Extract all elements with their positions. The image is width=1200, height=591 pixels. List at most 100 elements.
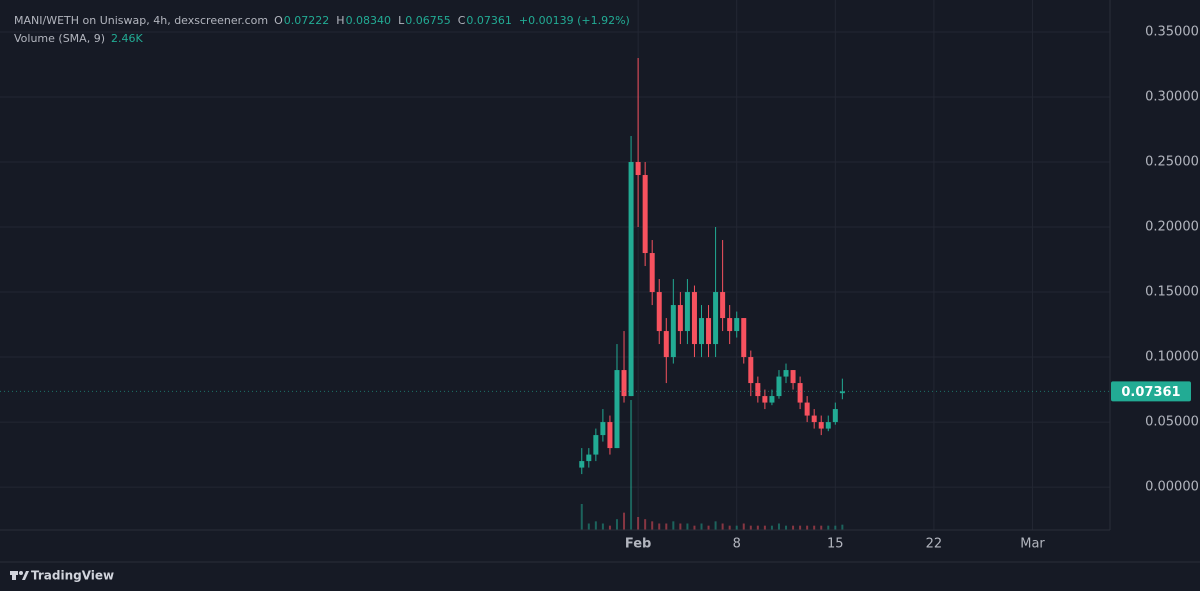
candle-body xyxy=(593,435,599,455)
grid xyxy=(0,0,1110,530)
candle-body xyxy=(734,318,740,332)
brand: TradingView xyxy=(31,569,114,583)
volume-bar xyxy=(672,521,675,530)
volume-bar xyxy=(714,521,717,530)
candle-body xyxy=(825,422,831,429)
y-tick-label: 0.00000 xyxy=(1145,480,1199,495)
candle-body xyxy=(614,370,620,449)
x-tick-label: Mar xyxy=(1020,537,1045,552)
volume-bar xyxy=(728,525,731,530)
candle-body xyxy=(790,370,796,384)
volume-bar xyxy=(841,524,844,530)
volume-bar xyxy=(735,525,738,530)
x-tick-label: 15 xyxy=(827,537,844,552)
volume-bar xyxy=(827,525,830,530)
volume-bar xyxy=(679,523,682,530)
y-tick-label: 0.10000 xyxy=(1145,350,1199,365)
candle-body xyxy=(783,370,789,377)
ohlc-key: C xyxy=(458,14,466,27)
volume-bar xyxy=(770,525,773,530)
y-tick-label: 0.05000 xyxy=(1145,415,1199,430)
ohlc-key: O xyxy=(274,14,283,27)
candle-body xyxy=(741,318,747,358)
volume-bar xyxy=(742,523,745,530)
candle-body xyxy=(586,454,592,462)
x-tick-label: Feb xyxy=(625,537,651,552)
y-tick-label: 0.15000 xyxy=(1145,285,1199,300)
candle-body xyxy=(748,357,754,384)
ohlc-key: H xyxy=(336,14,344,27)
volume-bar xyxy=(630,400,633,530)
volume-bar xyxy=(700,523,703,530)
volume-bar xyxy=(721,523,724,530)
volume-bar xyxy=(799,525,802,530)
volume-bar xyxy=(665,523,668,530)
candle-body xyxy=(698,318,704,345)
candle-body xyxy=(727,318,733,332)
marks xyxy=(579,57,845,530)
symbol: MANI/WETH on Uniswap, 4h, dexscreener.co… xyxy=(14,14,268,27)
x-tick-label: 8 xyxy=(733,537,741,552)
candle-body xyxy=(713,292,719,345)
candle-body xyxy=(811,415,817,423)
candle-body xyxy=(762,396,768,403)
candle-body xyxy=(600,422,606,436)
candle-body xyxy=(628,162,634,397)
candle-body xyxy=(677,305,683,332)
candle-body xyxy=(642,175,648,254)
volume-value: 2.46K xyxy=(111,32,143,45)
candle-body xyxy=(691,292,697,345)
candle-body xyxy=(832,409,838,423)
candle-body xyxy=(635,162,641,176)
candle-body xyxy=(649,253,655,293)
ohlc-value: 0.06755 xyxy=(405,14,451,27)
candle-body xyxy=(755,383,761,397)
volume-bar xyxy=(834,525,837,530)
brand-logo xyxy=(10,571,29,580)
volume-bar xyxy=(820,525,823,530)
y-tick-label: 0.25000 xyxy=(1145,155,1199,170)
volume-bar xyxy=(623,512,626,530)
ohlc-value: 0.08340 xyxy=(346,14,392,27)
volume-bar xyxy=(686,523,689,530)
price-label: 0.07361 xyxy=(1121,385,1180,400)
candle-body xyxy=(804,402,810,416)
volume-bar xyxy=(707,525,710,530)
volume-bar xyxy=(777,523,780,530)
volume-bar xyxy=(749,525,752,530)
candle-body xyxy=(670,305,676,358)
volume-bar xyxy=(637,517,640,530)
candle-body xyxy=(776,376,782,397)
x-tick-label: 22 xyxy=(926,537,943,552)
ohlc-key: L xyxy=(398,14,405,27)
price-label-box xyxy=(1111,381,1191,402)
volume-bar xyxy=(587,523,590,530)
volume-bar xyxy=(693,525,696,530)
candle-body xyxy=(818,422,824,429)
volume-bar xyxy=(594,521,597,530)
volume-bar xyxy=(806,525,809,530)
y-tick-label: 0.35000 xyxy=(1145,24,1199,39)
volume-bar xyxy=(763,525,766,530)
ohlc: O 0.07222 H 0.08340 L 0.06755 C 0.07361 +0.00139… xyxy=(274,14,630,27)
candle-body xyxy=(579,461,585,468)
volume-bar xyxy=(615,519,618,530)
volume-bar xyxy=(644,519,647,530)
candle-body xyxy=(607,422,613,449)
y-tick-label: 0.20000 xyxy=(1145,220,1199,235)
candle-body xyxy=(797,383,803,403)
candle-body xyxy=(706,318,712,345)
candle-body xyxy=(769,396,775,403)
candle-body xyxy=(839,391,845,394)
y-tick-label: 0.30000 xyxy=(1145,90,1199,105)
ohlc-value: 0.07361 xyxy=(466,14,512,27)
candle-body xyxy=(621,370,627,397)
candle-body xyxy=(663,331,669,358)
ohlc-value: 0.07222 xyxy=(284,14,330,27)
volume-bar xyxy=(756,525,759,530)
volume-title: Volume (SMA, 9) xyxy=(14,32,105,45)
volume-bar xyxy=(580,504,583,530)
